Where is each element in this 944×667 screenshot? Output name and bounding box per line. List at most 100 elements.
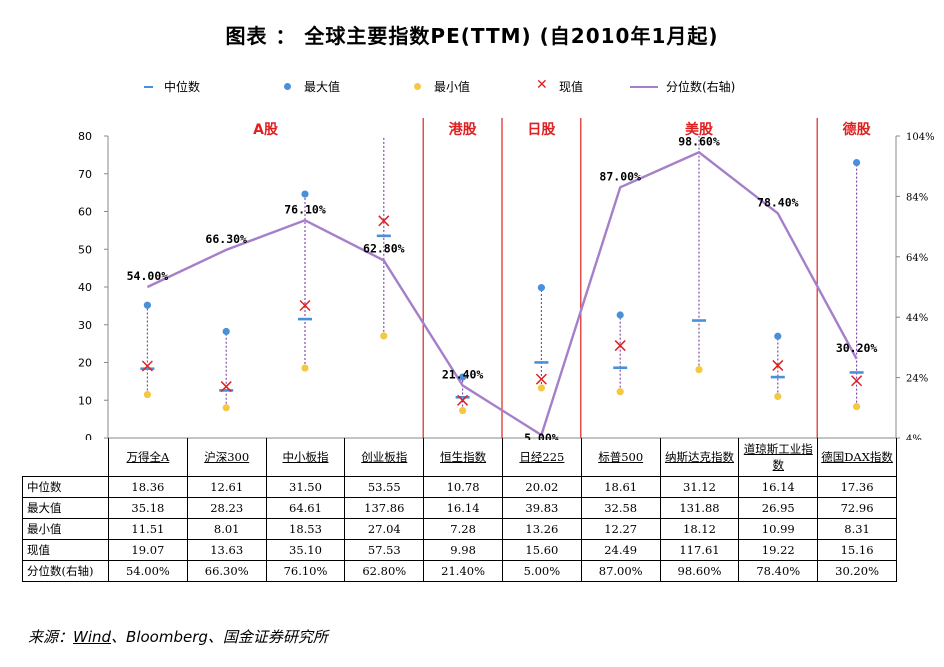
table-header-cell: 德国DAX指数 — [817, 438, 897, 477]
table-cell: 35.18 — [108, 497, 188, 519]
table-row: 现值 19.07 13.63 35.10 57.53 9.98 15.60 24.49 117.… — [22, 539, 897, 561]
min-marker — [616, 388, 624, 396]
table-cell: 11.51 — [108, 518, 188, 540]
index-name: 道琼斯工业指数 — [743, 442, 813, 472]
row-label: 最大值 — [22, 497, 109, 519]
percentile-label: 30.20% — [836, 341, 878, 355]
index-name: 恒生指数 — [440, 450, 487, 464]
table-header-cell: 恒生指数 — [423, 438, 503, 477]
table-cell: 131.88 — [659, 497, 740, 519]
table-header-cell: 标普500 — [580, 438, 661, 477]
legend-label: 分位数(右轴) — [666, 80, 736, 94]
index-name: 中小板指 — [282, 450, 329, 464]
table-cell: 17.36 — [817, 476, 897, 498]
table-cell: 54.00% — [108, 560, 188, 582]
table-cell: 5.00% — [501, 560, 582, 582]
legend-label: 现值 — [559, 80, 584, 94]
table-cell: 35.10 — [265, 539, 346, 561]
table-cell: 13.26 — [501, 518, 582, 540]
left-tick-label: 80 — [78, 130, 92, 143]
min-marker — [853, 403, 861, 411]
percentile-label: 54.00% — [127, 269, 169, 283]
current-marker — [772, 359, 784, 371]
table-cell: 117.61 — [659, 539, 740, 561]
table-cell: 18.53 — [265, 518, 346, 540]
source-prefix: 来源： — [28, 628, 74, 646]
table-cell: 137.86 — [344, 497, 425, 519]
table-cell: 18.36 — [108, 476, 188, 498]
table-cell: 15.16 — [817, 539, 897, 561]
left-tick-label: 10 — [78, 394, 92, 407]
table-cell: 19.07 — [108, 539, 188, 561]
table-cell: 32.58 — [580, 497, 661, 519]
legend-label: 中位数 — [164, 80, 201, 94]
table-header-cell: 道琼斯工业指数 — [738, 438, 819, 477]
min-marker — [380, 332, 388, 340]
right-tick-label: 84% — [906, 192, 928, 203]
table-cell: 19.22 — [738, 539, 819, 561]
table-row: 最大值 35.18 28.23 64.61 137.86 16.14 39.83 32.58 1… — [22, 497, 897, 519]
min-marker — [143, 390, 151, 399]
max-marker — [143, 301, 151, 309]
legend-label: 最小值 — [434, 80, 471, 94]
table-row: 中位数 18.36 12.61 31.50 53.55 10.78 20.02 18.61 31… — [22, 476, 897, 498]
legend-item: 最小值 — [410, 78, 470, 95]
percentile-label: 66.30% — [205, 232, 247, 246]
table-cell: 20.02 — [501, 476, 582, 498]
source-note: 来源：Wind、Bloomberg、国金证券研究所 — [28, 626, 328, 647]
chart: 0 10 20 30 40 50 60 70 80 4% 24% 44% 64% 84% 104% A股 港股 日… — [78, 118, 935, 440]
right-tick-label: 44% — [906, 313, 928, 324]
left-tick-label: 40 — [78, 281, 92, 294]
table-header-cell: 沪深300 — [186, 438, 267, 477]
table-cell: 8.31 — [817, 518, 897, 540]
legend-item: 分位数(右轴) — [630, 78, 735, 95]
min-marker — [222, 404, 230, 412]
min-marker — [459, 406, 467, 415]
table-cell: 28.23 — [186, 497, 267, 519]
table-row: 分位数(右轴) 54.00% 66.30% 76.10% 62.80% 21.40% 5.0… — [22, 560, 897, 582]
table-cell: 21.40% — [423, 560, 503, 582]
table-row: 最小值 11.51 8.01 18.53 27.04 7.28 13.26 12.27 18.1… — [22, 518, 897, 540]
index-name: 日经225 — [519, 450, 565, 464]
right-tick-label: 104% — [906, 132, 935, 143]
table-cell: 18.12 — [659, 518, 740, 540]
max-marker — [616, 311, 624, 319]
table-header-row: 万得全A 沪深300 中小板指 创业板指 恒生指数 日经225 标普500 纳斯达克指数 道琼斯… — [22, 438, 897, 477]
table-cell: 18.61 — [580, 476, 661, 498]
table-cell: 15.60 — [501, 539, 582, 561]
percentile-label: 76.10% — [284, 202, 326, 216]
table-cell: 26.95 — [738, 497, 819, 519]
max-marker — [301, 190, 309, 198]
right-tick-label: 4% — [906, 434, 922, 440]
min-marker — [301, 364, 309, 372]
table-cell: 12.61 — [186, 476, 267, 498]
left-tick-label: 70 — [78, 168, 92, 181]
max-marker — [459, 373, 467, 381]
current-marker — [141, 360, 153, 372]
table-cell: 57.53 — [344, 539, 425, 561]
table-header-cell: 中小板指 — [265, 438, 346, 477]
percentile-line — [146, 150, 858, 437]
cross-legend-icon: ✕ — [536, 76, 548, 93]
table-cell: 78.40% — [738, 560, 819, 582]
max-marker — [537, 284, 546, 292]
table-cell: 9.98 — [423, 539, 503, 561]
row-label: 最小值 — [22, 518, 109, 540]
row-label: 现值 — [22, 539, 109, 561]
table-cell: 10.78 — [423, 476, 503, 498]
current-marker — [378, 215, 390, 227]
index-name: 创业板指 — [361, 450, 408, 464]
percentile-label: 62.80% — [363, 241, 405, 255]
table-cell: 24.49 — [580, 539, 661, 561]
current-marker — [299, 299, 311, 312]
current-marker — [535, 373, 547, 385]
table-cell: 16.14 — [738, 476, 819, 498]
left-tick-label: 60 — [78, 206, 92, 219]
table-cell: 12.27 — [580, 518, 661, 540]
table-cell: 64.61 — [265, 497, 346, 519]
index-name: 沪深300 — [204, 450, 250, 464]
percentile-label: 78.40% — [757, 195, 799, 209]
index-name: 万得全A — [126, 450, 170, 464]
table-cell: 8.01 — [186, 518, 267, 540]
data-table: 万得全A 沪深300 中小板指 创业板指 恒生指数 日经225 标普500 纳斯达克指数 道琼斯… — [22, 438, 897, 582]
